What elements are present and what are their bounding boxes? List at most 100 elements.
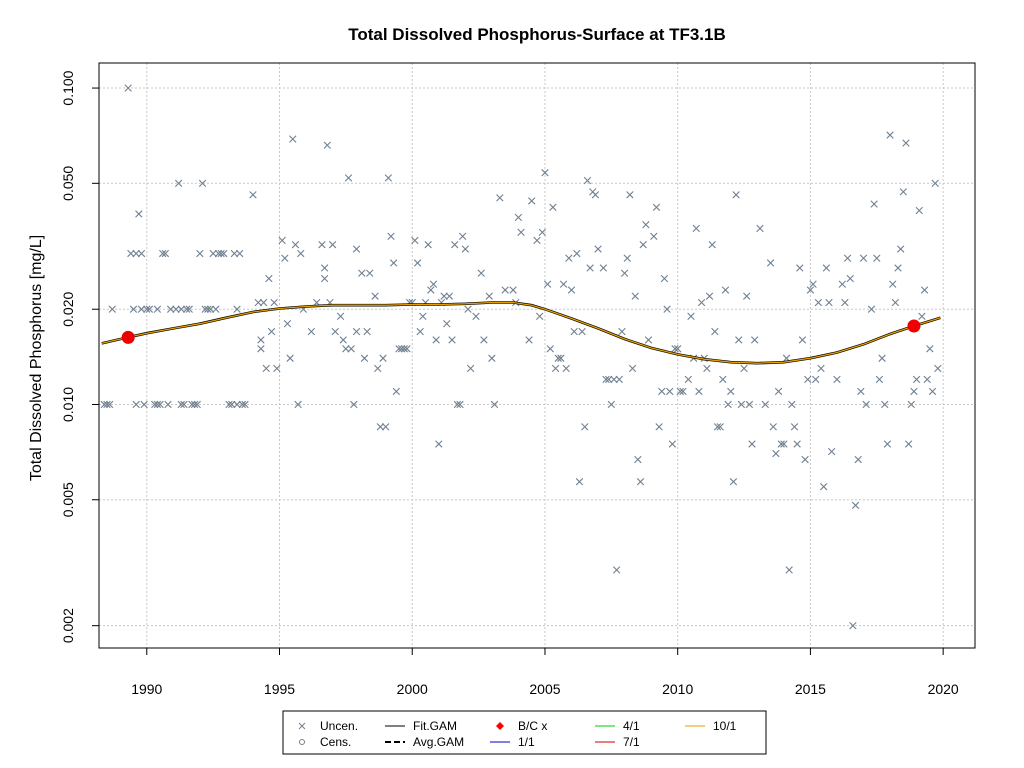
legend-item: 4/1 (595, 719, 640, 733)
data-point (934, 364, 942, 373)
data-point (358, 269, 366, 277)
data-point (551, 364, 560, 373)
data-point (212, 305, 220, 313)
data-point (535, 312, 544, 320)
series-line-10-1 (101, 301, 941, 364)
data-point (687, 312, 695, 320)
legend-item: B/C x (496, 719, 547, 733)
data-point (397, 345, 406, 353)
data-point (198, 179, 207, 188)
data-point (658, 387, 666, 396)
data-point (705, 292, 714, 300)
data-point (766, 259, 775, 267)
legend-item: Uncen. (298, 719, 358, 733)
y-tick-label: 0.100 (60, 70, 76, 105)
legend-label: 7/1 (623, 735, 640, 749)
data-point (618, 327, 626, 336)
data-point (918, 312, 926, 320)
legend-label: 10/1 (713, 719, 737, 733)
data-point (724, 400, 732, 409)
data-point (323, 141, 331, 149)
data-point (496, 194, 504, 202)
data-point (156, 400, 164, 409)
data-point (278, 236, 286, 245)
data-point (777, 440, 785, 448)
data-point (177, 305, 185, 313)
data-point (517, 228, 525, 237)
data-point (851, 501, 860, 510)
x-tick-label: 2015 (795, 681, 826, 697)
data-point (419, 312, 427, 320)
data-point (554, 354, 562, 362)
data-point (849, 621, 857, 630)
data-point (735, 336, 743, 344)
data-point (716, 423, 724, 431)
data-point (867, 305, 876, 313)
data-point (159, 249, 167, 258)
data-point (875, 375, 884, 384)
data-point (581, 423, 589, 431)
data-point (153, 305, 162, 313)
data-point (132, 249, 140, 258)
data-point (546, 345, 554, 353)
legend: Uncen. Cens. Fit.GAM Avg.GAM B/C x 1/1 4/1 7/1 1… (282, 710, 767, 755)
data-point (485, 292, 493, 300)
data-point (509, 286, 517, 294)
y-tick-label: 0.050 (60, 166, 76, 201)
data-point (514, 213, 523, 222)
data-point (915, 206, 923, 215)
data-point (443, 320, 451, 328)
data-point (448, 336, 456, 344)
data-point (668, 440, 677, 448)
data-point (429, 280, 438, 288)
data-point (225, 400, 233, 409)
x-tick-label: 1990 (131, 681, 162, 697)
data-point (366, 269, 374, 277)
data-point (379, 354, 387, 362)
data-point (161, 249, 170, 258)
data-point (896, 245, 905, 253)
data-point (525, 336, 533, 344)
data-point (790, 423, 799, 431)
data-point (610, 375, 618, 384)
data-point (172, 305, 180, 313)
data-point (883, 440, 892, 448)
legend-box (282, 710, 767, 755)
data-point (151, 400, 159, 409)
data-point (477, 269, 485, 277)
data-point (185, 305, 193, 313)
data-point (127, 249, 135, 258)
data-point (796, 264, 804, 272)
data-point (737, 400, 746, 409)
data-point (233, 400, 241, 409)
x-tick-label: 2005 (529, 681, 560, 697)
data-point (238, 400, 247, 409)
data-point (538, 228, 546, 237)
data-point (283, 320, 292, 328)
data-point (843, 254, 852, 262)
data-point (711, 327, 719, 336)
x-tick-label: 2010 (662, 681, 693, 697)
y-tick-label: 0.020 (60, 292, 76, 327)
data-point (294, 400, 302, 409)
data-point (636, 478, 645, 486)
data-point (350, 400, 358, 409)
data-point (785, 566, 793, 574)
data-point (798, 336, 807, 344)
data-point (567, 286, 576, 294)
data-point (732, 191, 740, 199)
data-point (769, 423, 777, 431)
data-point (464, 305, 472, 313)
data-point (926, 345, 934, 353)
data-point (259, 298, 268, 307)
data-point (541, 169, 549, 177)
data-point (501, 286, 509, 294)
plot-data (100, 84, 942, 630)
data-point (910, 387, 918, 396)
legend-symbol (299, 739, 305, 745)
data-point (528, 197, 536, 205)
legend-label: Cens. (320, 735, 351, 749)
data-point (663, 305, 671, 313)
data-point (684, 375, 692, 384)
